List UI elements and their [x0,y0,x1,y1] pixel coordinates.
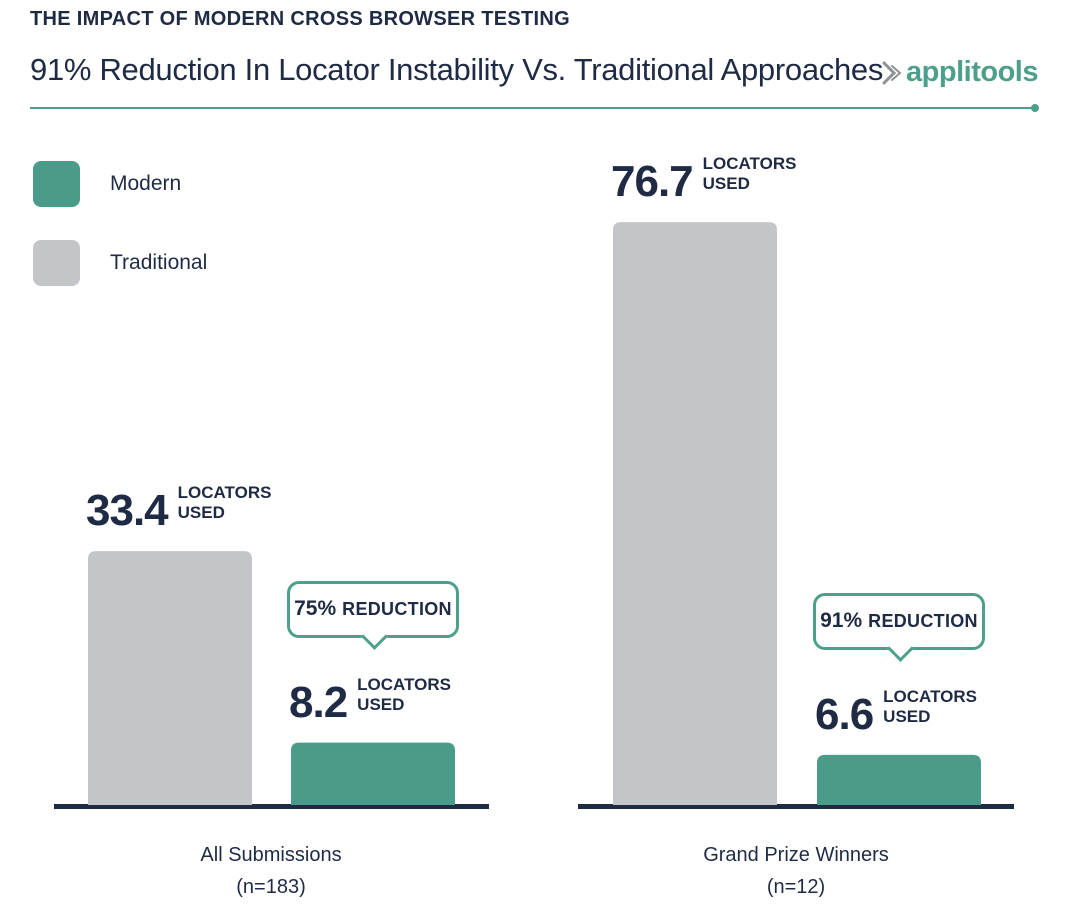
legend-item-modern: Modern [33,161,181,207]
bar-traditional [613,222,777,805]
baseline-axis [578,804,1014,809]
value-number: 76.7 [611,157,694,207]
reduction-percent: 91% [820,609,863,633]
header-rule [30,107,1036,109]
category-name: Grand Prize Winners [703,844,889,866]
value-unit: LOCATORS USED [177,483,272,523]
value-unit: LOCATORS USED [357,674,451,714]
legend-label-modern: Modern [110,172,182,195]
applitools-mark-icon [882,61,902,84]
value-number: 8.2 [289,677,348,727]
category-sample-size: (n=183) [236,876,306,898]
value-number: 33.4 [86,486,169,536]
applitools-logo: applitools [880,56,1038,89]
chart-kicker: THE IMPACT OF MODERN CROSS BROWSER TESTI… [30,8,571,30]
value-label: 6.6 LOCATORS USED [815,687,977,739]
bar-modern [291,742,455,805]
header-rule-dot [1031,104,1039,112]
bar-traditional [88,551,252,805]
category-sample-size: (n=12) [766,876,826,898]
bar-modern [817,754,981,805]
category-name: All Submissions [200,844,342,866]
legend-swatch-modern [33,161,80,207]
reduction-callout: 91% REDUCTION [813,592,985,662]
reduction-percent: 75% [294,597,337,621]
value-label: 33.4 LOCATORS USED [86,483,271,536]
brand-name: applitools [906,56,1038,88]
value-unit: LOCATORS USED [702,154,797,194]
reduction-word: REDUCTION [868,610,978,631]
baseline-axis [54,804,489,809]
reduction-word: REDUCTION [342,598,452,619]
chart-title: 91% Reduction In Locator Instability Vs.… [30,52,884,87]
category-label-grand-prize-winners: Grand Prize Winners (n=12) [586,839,1006,903]
legend-label-traditional: Traditional [110,251,208,274]
value-number: 6.6 [815,689,874,739]
value-label: 8.2 LOCATORS USED [289,675,451,727]
value-unit: LOCATORS USED [883,686,977,726]
reduction-callout: 75% REDUCTION [287,580,459,650]
value-label: 76.7 LOCATORS USED [611,154,796,207]
legend-swatch-traditional [33,240,80,286]
legend-item-traditional: Traditional [33,240,207,286]
category-label-all-submissions: All Submissions (n=183) [61,839,481,903]
